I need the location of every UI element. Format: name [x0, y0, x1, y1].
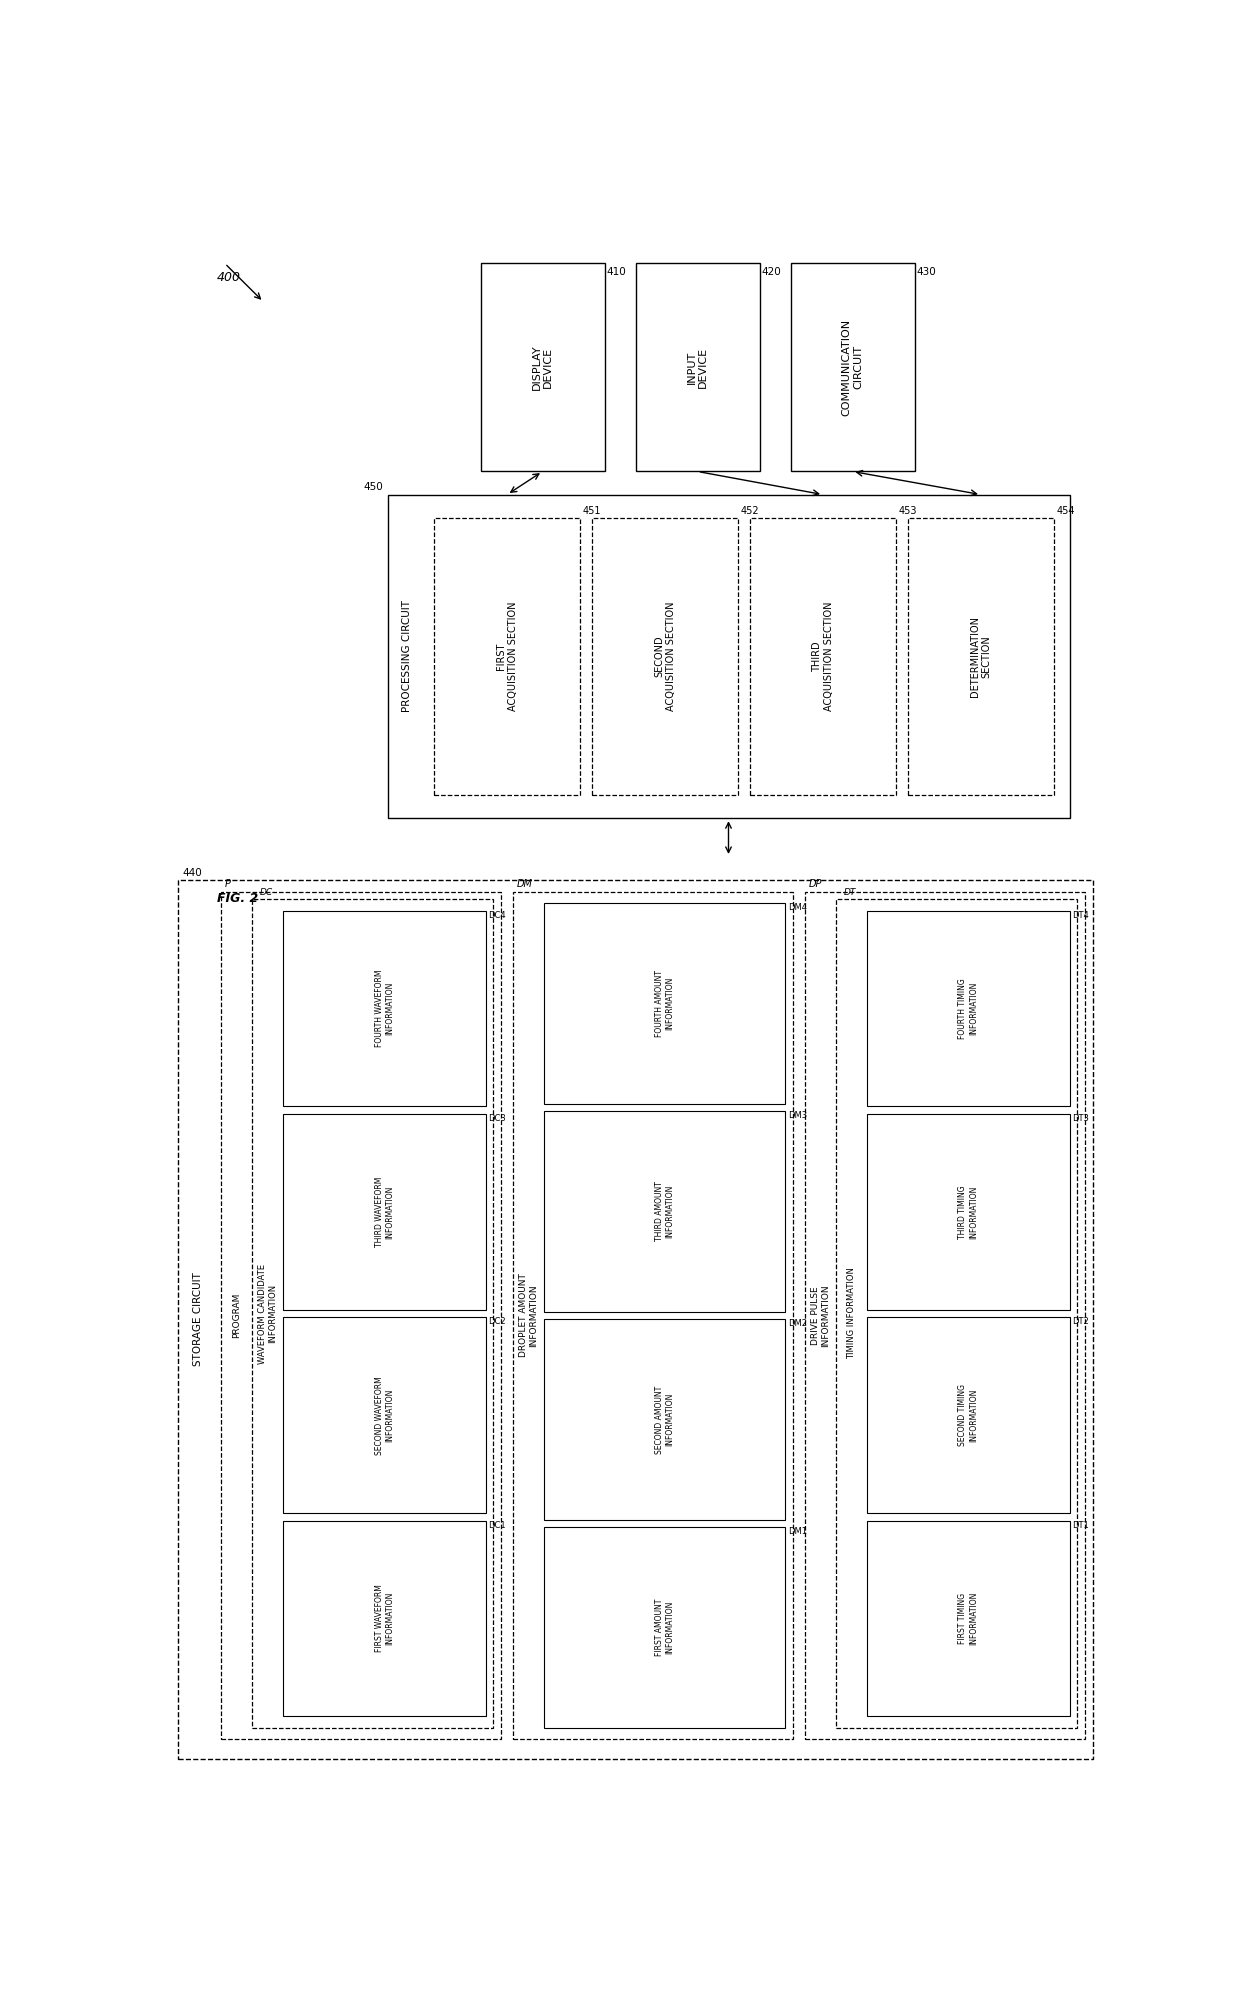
Text: FIRST
ACQUISITION SECTION: FIRST ACQUISITION SECTION	[496, 603, 518, 711]
Text: P: P	[224, 879, 231, 889]
Text: DC3: DC3	[489, 1113, 506, 1123]
Bar	[867, 911, 1069, 1107]
Text: THIRD WAVEFORM
INFORMATION: THIRD WAVEFORM INFORMATION	[374, 1177, 394, 1247]
Text: INPUT
DEVICE: INPUT DEVICE	[687, 346, 708, 388]
Bar	[434, 519, 580, 795]
Text: FIG. 2: FIG. 2	[217, 891, 258, 905]
Text: DT2: DT2	[1071, 1317, 1089, 1327]
Text: 420: 420	[761, 266, 781, 276]
Text: DC: DC	[259, 889, 273, 897]
Bar	[387, 494, 1069, 819]
Text: DT: DT	[843, 889, 856, 897]
Text: DM3: DM3	[787, 1111, 807, 1121]
Text: 451: 451	[583, 507, 601, 517]
Text: 430: 430	[916, 266, 936, 276]
Text: DRIVE PULSE
INFORMATION: DRIVE PULSE INFORMATION	[811, 1283, 830, 1347]
Bar	[179, 881, 1092, 1758]
Bar	[635, 264, 759, 472]
Text: DM1: DM1	[787, 1528, 807, 1536]
Bar	[544, 1528, 785, 1728]
Text: 440: 440	[182, 867, 202, 877]
Bar	[283, 1522, 486, 1716]
Text: FIRST WAVEFORM
INFORMATION: FIRST WAVEFORM INFORMATION	[374, 1584, 394, 1652]
Bar	[867, 1522, 1069, 1716]
Text: SECOND WAVEFORM
INFORMATION: SECOND WAVEFORM INFORMATION	[374, 1375, 394, 1455]
Bar	[481, 264, 605, 472]
Text: DT1: DT1	[1071, 1522, 1089, 1530]
Text: DT3: DT3	[1071, 1113, 1089, 1123]
Text: COMMUNICATION
CIRCUIT: COMMUNICATION CIRCUIT	[842, 318, 863, 416]
Bar	[283, 911, 486, 1107]
Text: DM: DM	[517, 879, 532, 889]
Text: FOURTH TIMING
INFORMATION: FOURTH TIMING INFORMATION	[959, 979, 978, 1039]
Text: 454: 454	[1056, 507, 1075, 517]
Text: PROGRAM: PROGRAM	[232, 1293, 241, 1337]
Bar	[221, 891, 501, 1740]
Bar	[791, 264, 915, 472]
Text: DC4: DC4	[489, 911, 506, 919]
Text: TIMING INFORMATION: TIMING INFORMATION	[847, 1267, 856, 1359]
Text: DETERMINATION
SECTION: DETERMINATION SECTION	[970, 617, 992, 697]
Text: 400: 400	[217, 270, 241, 284]
Bar	[836, 899, 1078, 1728]
Text: DM4: DM4	[787, 903, 807, 913]
Text: PROCESSING CIRCUIT: PROCESSING CIRCUIT	[402, 601, 412, 713]
Text: FOURTH WAVEFORM
INFORMATION: FOURTH WAVEFORM INFORMATION	[374, 969, 394, 1047]
Text: DP: DP	[808, 879, 822, 889]
Bar	[750, 519, 897, 795]
Bar	[283, 1317, 486, 1514]
Text: SECOND TIMING
INFORMATION: SECOND TIMING INFORMATION	[959, 1383, 978, 1445]
Text: FIRST AMOUNT
INFORMATION: FIRST AMOUNT INFORMATION	[655, 1600, 675, 1656]
Text: DROPLET AMOUNT
INFORMATION: DROPLET AMOUNT INFORMATION	[518, 1273, 538, 1357]
Text: DM2: DM2	[787, 1319, 807, 1327]
Bar	[544, 903, 785, 1103]
Bar	[867, 1317, 1069, 1514]
Bar	[908, 519, 1054, 795]
Text: 453: 453	[899, 507, 916, 517]
Bar	[513, 891, 794, 1740]
Text: 450: 450	[363, 482, 383, 492]
Text: DC2: DC2	[489, 1317, 506, 1327]
Text: DT4: DT4	[1071, 911, 1089, 919]
Bar	[544, 1111, 785, 1311]
Bar	[283, 1113, 486, 1309]
Text: WAVEFORM CANDIDATE
INFORMATION: WAVEFORM CANDIDATE INFORMATION	[258, 1263, 277, 1363]
Bar	[867, 1113, 1069, 1309]
Text: STORAGE CIRCUIT: STORAGE CIRCUIT	[192, 1273, 202, 1365]
Text: THIRD
ACQUISITION SECTION: THIRD ACQUISITION SECTION	[812, 603, 833, 711]
Text: DISPLAY
DEVICE: DISPLAY DEVICE	[532, 344, 553, 390]
Text: SECOND
ACQUISITION SECTION: SECOND ACQUISITION SECTION	[655, 603, 676, 711]
Text: 452: 452	[740, 507, 759, 517]
Bar	[591, 519, 738, 795]
Text: THIRD TIMING
INFORMATION: THIRD TIMING INFORMATION	[959, 1185, 978, 1239]
Text: SECOND AMOUNT
INFORMATION: SECOND AMOUNT INFORMATION	[655, 1385, 675, 1453]
Text: FIRST TIMING
INFORMATION: FIRST TIMING INFORMATION	[959, 1592, 978, 1646]
Bar	[252, 899, 494, 1728]
Bar	[544, 1319, 785, 1520]
Text: THIRD AMOUNT
INFORMATION: THIRD AMOUNT INFORMATION	[655, 1181, 675, 1241]
Text: DC1: DC1	[489, 1522, 506, 1530]
Bar	[805, 891, 1085, 1740]
Text: 410: 410	[606, 266, 626, 276]
Text: FOURTH AMOUNT
INFORMATION: FOURTH AMOUNT INFORMATION	[655, 969, 675, 1037]
